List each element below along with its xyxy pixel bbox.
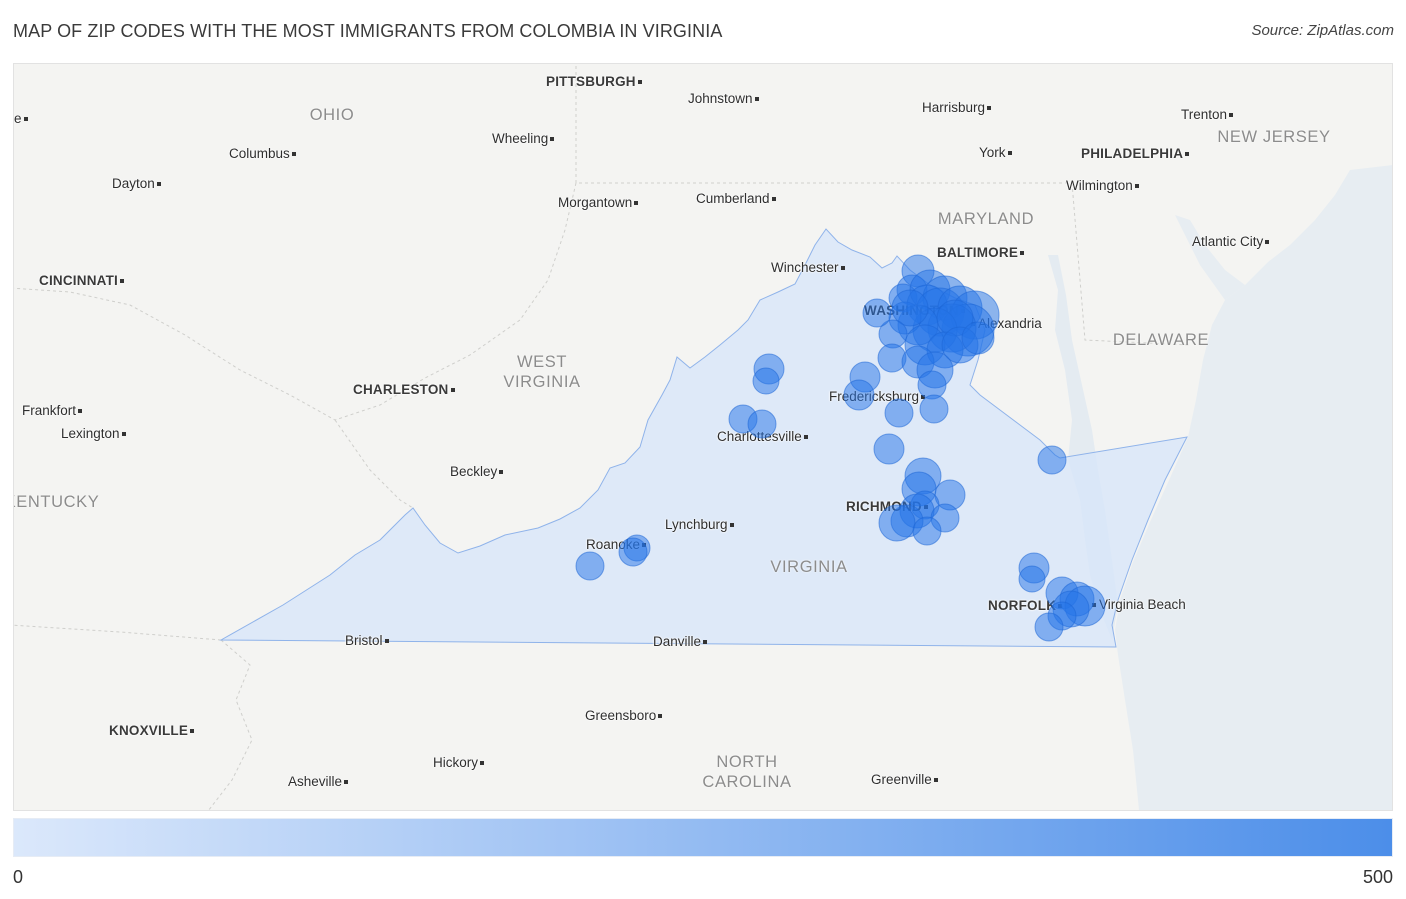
zip-marker[interactable] — [912, 516, 942, 546]
zip-marker[interactable] — [961, 321, 995, 355]
city-label-asheville: Asheville — [288, 774, 348, 790]
city-label-knoxville: KNOXVILLE — [109, 723, 194, 739]
zip-marker[interactable] — [1037, 445, 1067, 475]
city-label-atlantic-city: Atlantic City — [1192, 234, 1269, 250]
city-label-virginia-beach: Virginia Beach — [1092, 597, 1186, 613]
zip-markers-layer — [575, 254, 1106, 642]
zip-marker[interactable] — [618, 537, 648, 567]
city-label-lexington: Lexington — [61, 426, 126, 442]
zip-marker[interactable] — [919, 394, 949, 424]
state-label-kentucky: KENTUCKY — [13, 493, 100, 511]
state-label-new-jersey: NEW JERSEY — [1217, 128, 1331, 146]
zip-marker[interactable] — [747, 409, 777, 439]
city-label-bristol: Bristol — [345, 633, 389, 649]
state-label-virginia: VIRGINIA — [770, 558, 848, 576]
city-label-norfolk: NORFOLK — [988, 598, 1062, 614]
zip-marker[interactable] — [752, 367, 780, 395]
state-borders — [14, 64, 1191, 810]
legend-min-label: 0 — [13, 867, 24, 887]
zip-marker[interactable] — [843, 379, 875, 411]
state-label-west-virginia: WEST VIRGINIA — [503, 353, 581, 391]
city-label-columbus: Columbus — [229, 146, 296, 162]
state-label-north-carolina: NORTH CAROLINA — [702, 753, 792, 791]
legend-max-label: 500 — [1362, 867, 1393, 887]
map-canvas[interactable]: OHIO NEW JERSEY MARYLAND WEST VIRGINIA D… — [13, 63, 1393, 811]
city-label-cincinnati: CINCINNATI — [39, 273, 124, 289]
city-label-hickory: Hickory — [433, 755, 484, 771]
city-label-lynchburg: Lynchburg — [665, 517, 734, 533]
city-label-baltimore: BALTIMORE — [937, 245, 1024, 261]
zip-marker[interactable] — [575, 551, 605, 581]
city-label-morgantown: Morgantown — [558, 195, 638, 211]
zip-marker[interactable] — [873, 433, 905, 465]
city-label-trenton: Trenton — [1181, 107, 1233, 123]
city-label-winchester: Winchester — [771, 260, 845, 276]
city-label-york: York — [979, 145, 1012, 161]
state-label-ohio: OHIO — [309, 106, 355, 124]
zip-marker[interactable] — [878, 504, 916, 542]
city-label-frankfort: Frankfort — [22, 403, 82, 419]
city-label-dayton: Dayton — [112, 176, 161, 192]
city-label-greenville: Greenville — [871, 772, 938, 788]
zip-marker[interactable] — [884, 398, 914, 428]
state-label-maryland: MARYLAND — [937, 210, 1035, 228]
zip-marker[interactable] — [891, 289, 929, 327]
city-label-harrisburg: Harrisburg — [922, 100, 991, 116]
city-label-greensboro: Greensboro — [585, 708, 662, 724]
zip-marker[interactable] — [862, 298, 892, 328]
zip-marker[interactable] — [1034, 612, 1064, 642]
city-label-cumberland: Cumberland — [696, 191, 776, 207]
city-label-charleston: CHARLESTON — [353, 382, 455, 398]
city-label-philadelphia: PHILADELPHIA — [1081, 146, 1189, 162]
city-label-partial: e — [14, 111, 28, 127]
city-label-wheeling: Wheeling — [492, 131, 554, 147]
city-label-wilmington: Wilmington — [1066, 178, 1139, 194]
zip-marker[interactable] — [877, 343, 907, 373]
page-title: MAP OF ZIP CODES WITH THE MOST IMMIGRANT… — [13, 21, 723, 41]
city-label-beckley: Beckley — [450, 464, 503, 480]
atlantic-ocean — [1115, 165, 1392, 810]
city-label-johnstown: Johnstown — [688, 91, 759, 107]
state-label-delaware: DELAWARE — [1112, 331, 1210, 349]
city-label-pittsburgh: PITTSBURGH — [546, 74, 642, 90]
city-label-danville: Danville — [653, 634, 707, 650]
zip-marker[interactable] — [1018, 565, 1046, 593]
legend-color-scale — [13, 818, 1393, 857]
source-credit: Source: ZipAtlas.com — [1251, 22, 1394, 39]
